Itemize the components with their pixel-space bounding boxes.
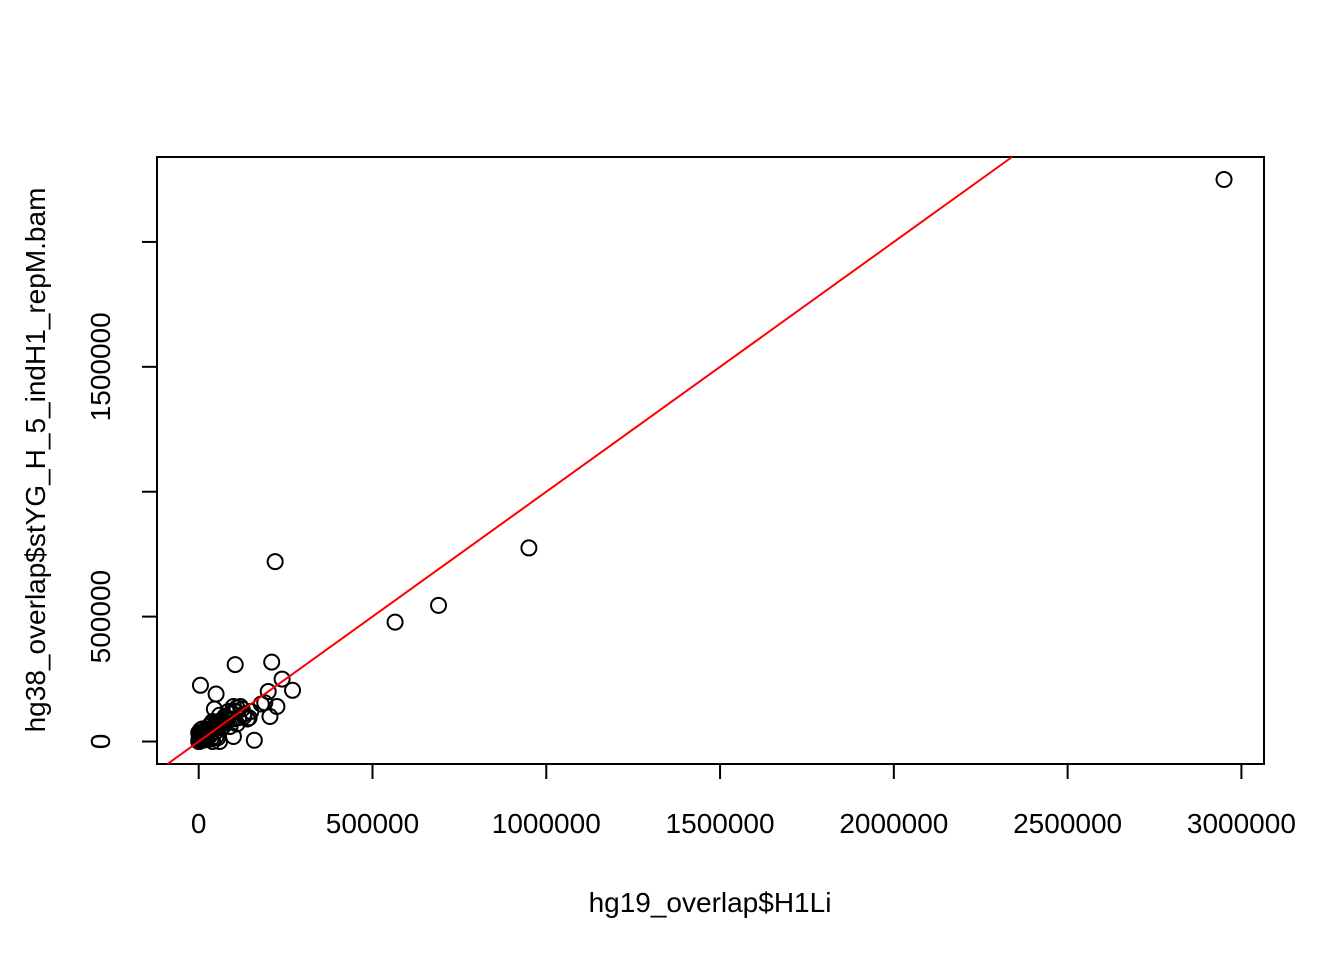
x-tick-label: 2000000 [839, 808, 948, 839]
data-point [259, 683, 277, 701]
x-tick-label: 500000 [326, 808, 419, 839]
data-point [386, 613, 404, 631]
y-axis-title: hg38_overlap$stYG_H_5_indH1_repM.bam [20, 188, 51, 733]
data-point [284, 681, 302, 699]
data-point [273, 670, 291, 688]
data-point [204, 733, 222, 751]
data-point [263, 653, 281, 671]
plot-frame [156, 156, 1265, 765]
x-axis-title: hg19_overlap$H1Li [589, 887, 832, 918]
x-tick-label: 1500000 [666, 808, 775, 839]
data-point [238, 710, 256, 728]
data-point [228, 715, 246, 733]
y-tick-label: 1500000 [85, 312, 116, 421]
y-axis: 0 500000 1500000 [85, 240, 158, 750]
x-axis: 0 500000 1000000 1500000 2000000 2500000 30000… [191, 763, 1296, 839]
data-point [207, 685, 225, 703]
x-tick-label: 3000000 [1187, 808, 1296, 839]
data-point [520, 539, 538, 557]
x-tick-label: 1000000 [492, 808, 601, 839]
points-layer [190, 170, 1233, 751]
regression-line-layer [166, 156, 1013, 765]
y-tick-label: 500000 [85, 570, 116, 663]
data-point [1215, 170, 1233, 188]
data-point [266, 553, 284, 571]
data-point [430, 596, 448, 614]
data-point [190, 733, 208, 751]
x-tick-label: 0 [191, 808, 207, 839]
regression-line [166, 156, 1013, 765]
data-point [191, 676, 209, 694]
data-point [245, 731, 263, 749]
data-point [226, 656, 244, 674]
y-tick-label: 0 [85, 734, 116, 750]
x-tick-label: 2500000 [1013, 808, 1122, 839]
